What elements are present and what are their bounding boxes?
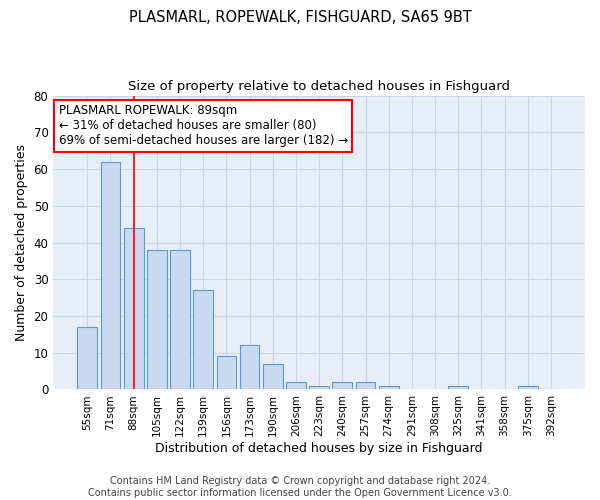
X-axis label: Distribution of detached houses by size in Fishguard: Distribution of detached houses by size …	[155, 442, 483, 455]
Bar	[379, 386, 398, 390]
Bar	[356, 382, 376, 390]
Text: PLASMARL, ROPEWALK, FISHGUARD, SA65 9BT: PLASMARL, ROPEWALK, FISHGUARD, SA65 9BT	[128, 10, 472, 25]
Bar	[124, 228, 143, 390]
Y-axis label: Number of detached properties: Number of detached properties	[15, 144, 28, 341]
Title: Size of property relative to detached houses in Fishguard: Size of property relative to detached ho…	[128, 80, 510, 93]
Bar	[448, 386, 468, 390]
Bar	[240, 346, 259, 390]
Bar	[332, 382, 352, 390]
Bar	[286, 382, 306, 390]
Bar	[217, 356, 236, 390]
Text: PLASMARL ROPEWALK: 89sqm
← 31% of detached houses are smaller (80)
69% of semi-d: PLASMARL ROPEWALK: 89sqm ← 31% of detach…	[59, 104, 348, 148]
Bar	[309, 386, 329, 390]
Bar	[101, 162, 121, 390]
Bar	[518, 386, 538, 390]
Bar	[170, 250, 190, 390]
Bar	[77, 327, 97, 390]
Text: Contains HM Land Registry data © Crown copyright and database right 2024.
Contai: Contains HM Land Registry data © Crown c…	[88, 476, 512, 498]
Bar	[147, 250, 167, 390]
Bar	[193, 290, 213, 390]
Bar	[263, 364, 283, 390]
